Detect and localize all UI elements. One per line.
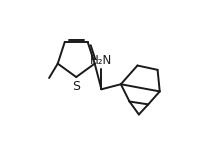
Text: H₂N: H₂N	[90, 54, 113, 67]
Text: S: S	[72, 80, 80, 93]
